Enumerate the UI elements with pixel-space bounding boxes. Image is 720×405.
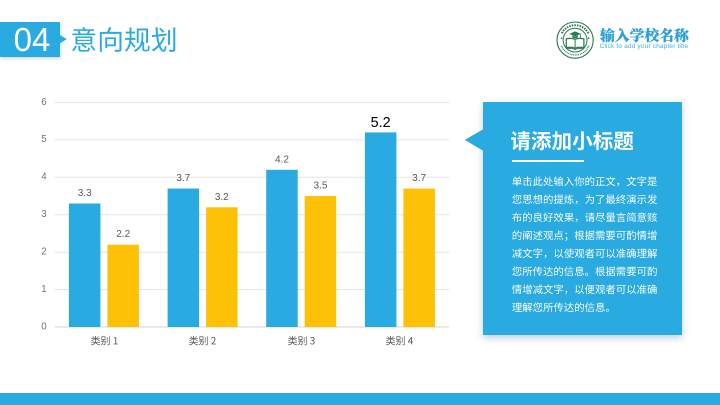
- svg-text:2.2: 2.2: [116, 229, 130, 240]
- svg-text:3.5: 3.5: [314, 181, 328, 192]
- svg-text:5: 5: [41, 134, 46, 145]
- svg-text:1: 1: [41, 284, 46, 295]
- svg-text:3.7: 3.7: [176, 173, 190, 184]
- svg-text:3: 3: [41, 209, 46, 220]
- svg-text:4: 4: [41, 172, 47, 183]
- svg-text:3.7: 3.7: [412, 173, 426, 184]
- svg-text:3.3: 3.3: [78, 188, 92, 199]
- svg-text:3.2: 3.2: [215, 192, 229, 203]
- svg-text:2: 2: [41, 247, 46, 258]
- svg-text:5.2: 5.2: [371, 115, 391, 131]
- svg-text:6: 6: [41, 97, 46, 108]
- svg-text:0: 0: [41, 321, 47, 332]
- svg-text:4.2: 4.2: [275, 154, 289, 165]
